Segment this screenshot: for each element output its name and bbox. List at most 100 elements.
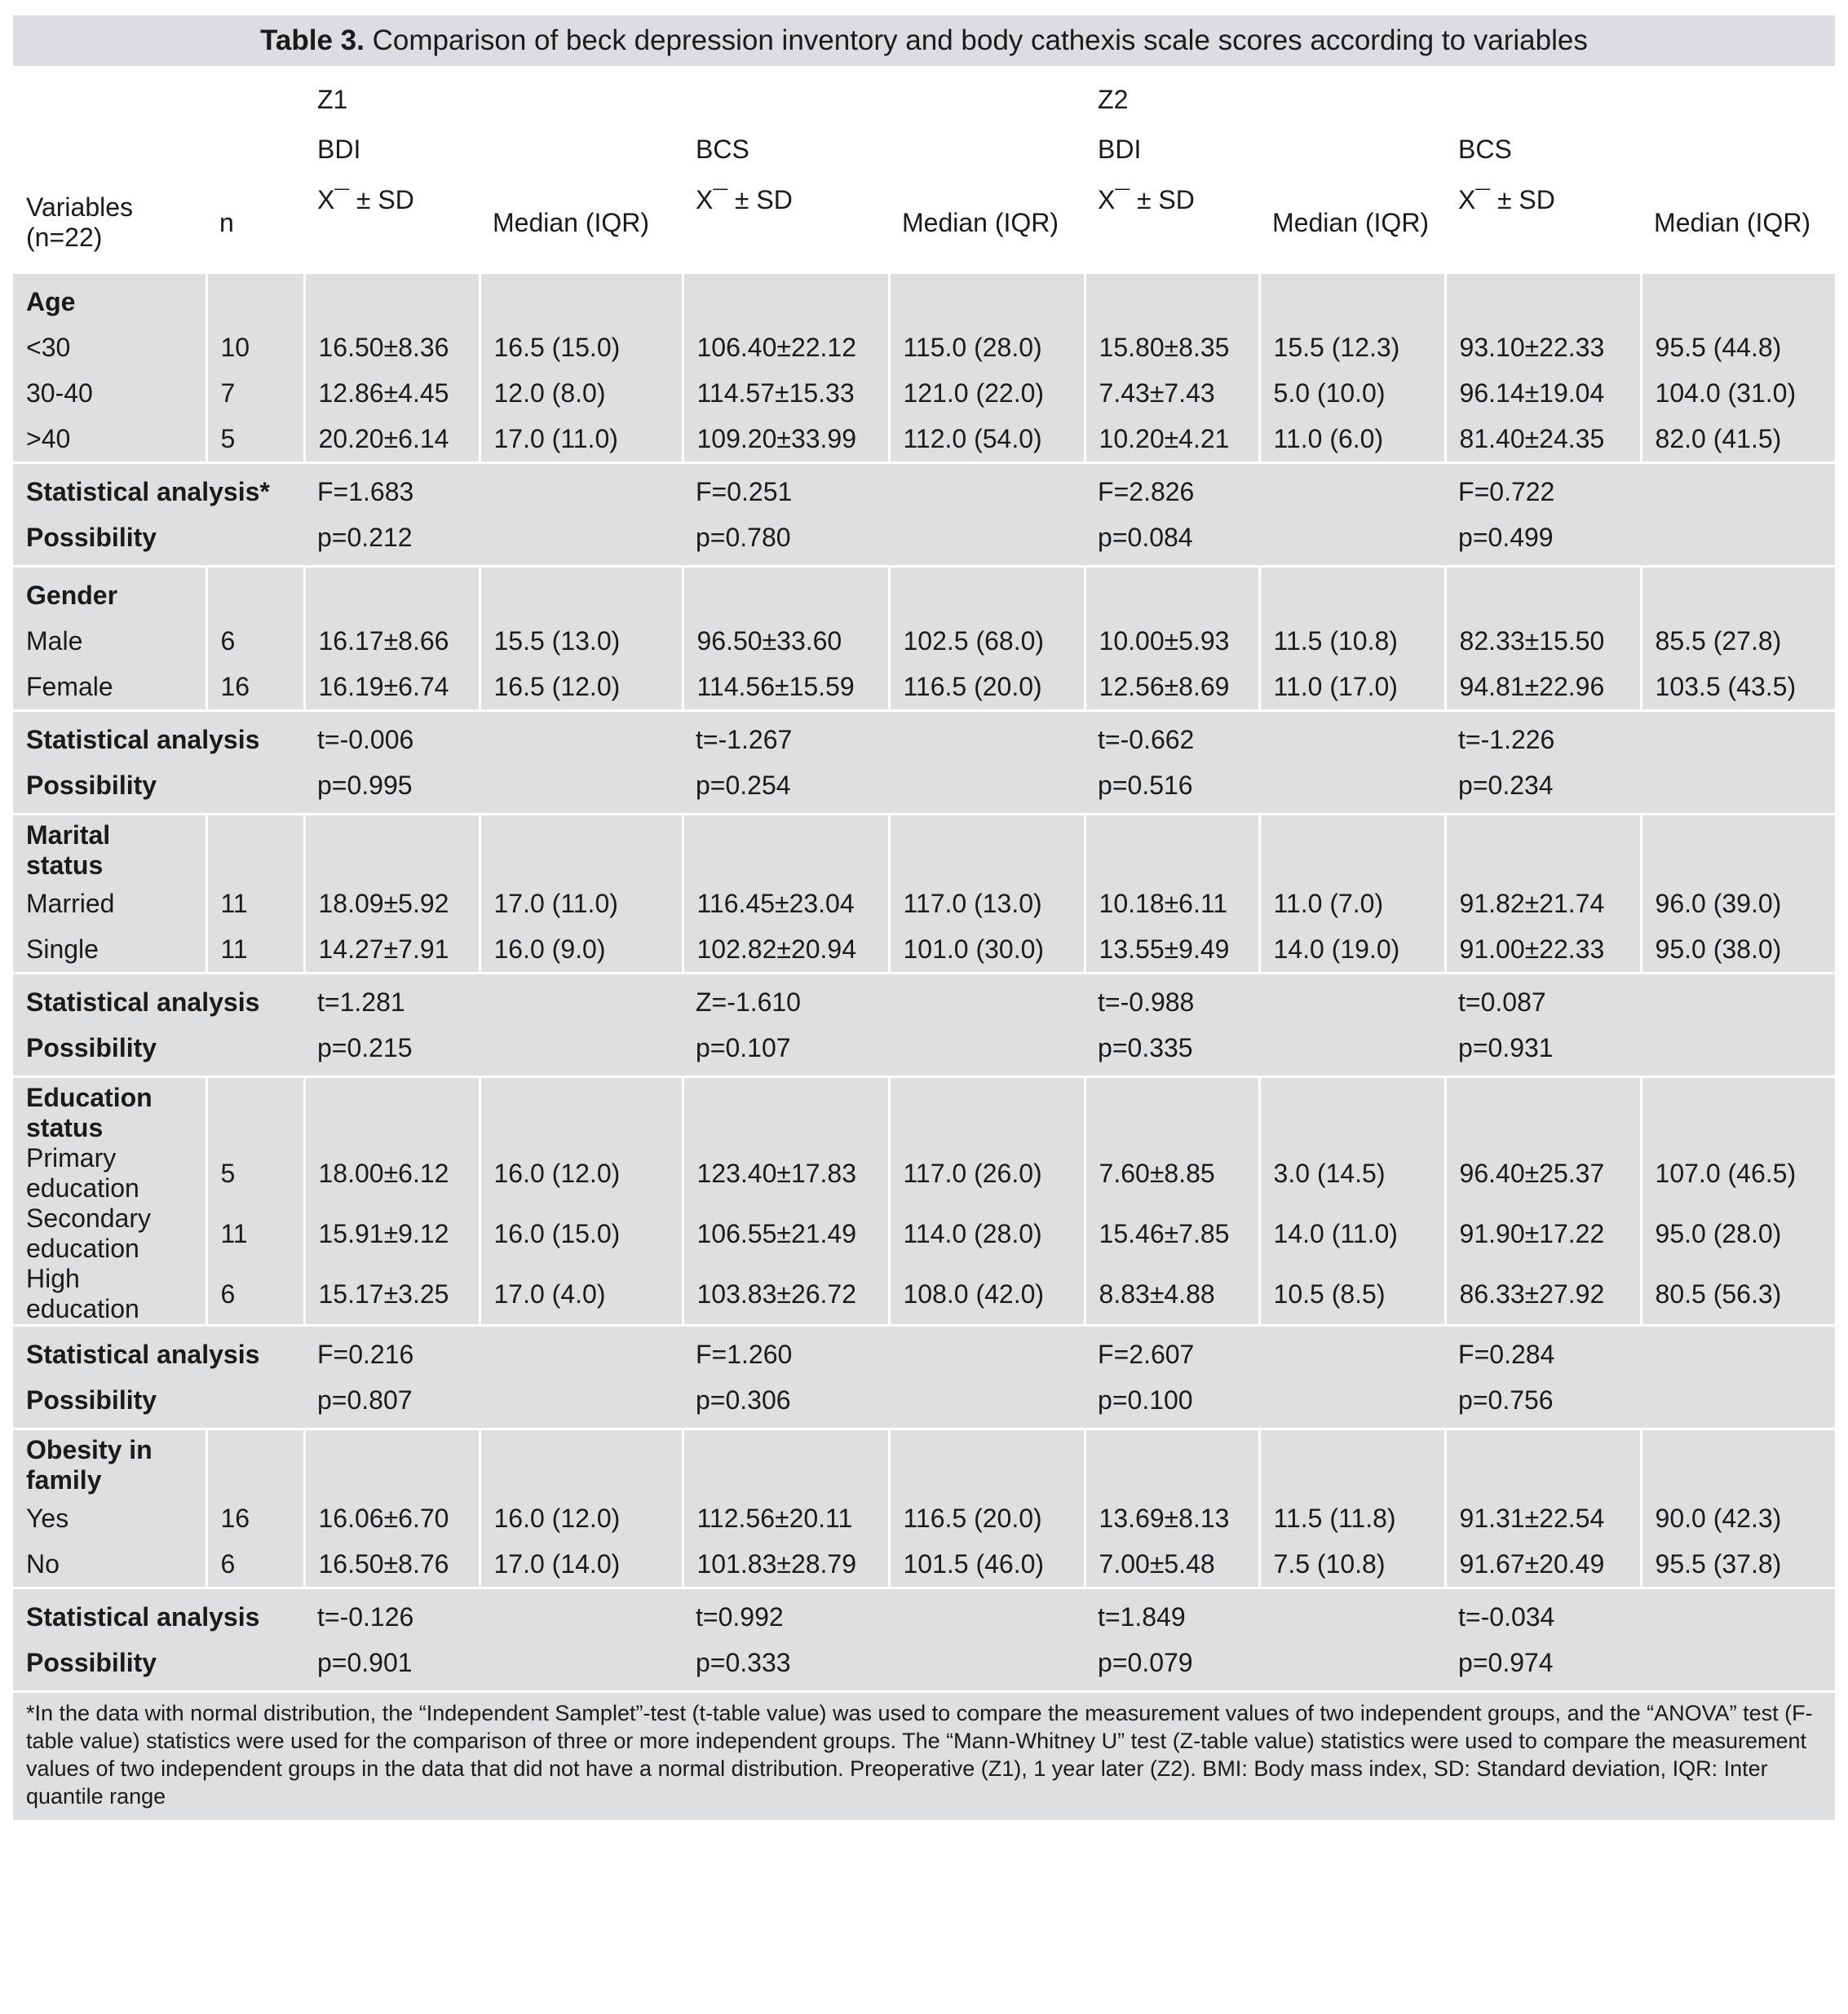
- value-cell: 95.0 (28.0): [1639, 1204, 1836, 1264]
- possibility-value: p=0.306: [683, 1377, 1085, 1429]
- value-cell: 90.0 (42.3): [1639, 1495, 1836, 1541]
- empty-cell: [1639, 272, 1836, 325]
- stats-row: Statistical analysis F=0.216 F=1.260 F=2.60…: [13, 1324, 1836, 1377]
- n-cell: 16: [205, 1495, 304, 1541]
- stats-row: Statistical analysis t=1.281 Z=-1.610 t=-0.…: [13, 972, 1836, 1025]
- column-header: X¯ ± SD: [1085, 174, 1260, 273]
- empty-cell: [478, 565, 683, 618]
- value-cell: 15.80±8.35: [1083, 325, 1260, 370]
- empty-cell: [1258, 1428, 1446, 1495]
- table-header: Z1 Z2 BDI BCS BDI BCS Variables (n=22) n X¯ ± SD…: [13, 66, 1836, 273]
- n-cell: 6: [205, 1541, 304, 1588]
- value-cell: 3.0 (14.5): [1258, 1143, 1446, 1204]
- possibility-label: Possibility: [13, 1377, 304, 1429]
- possibility-value: p=0.901: [304, 1640, 683, 1690]
- stats-value: t=1.849: [1085, 1587, 1446, 1640]
- n-cell: 5: [205, 416, 304, 463]
- row-label: No: [13, 1541, 206, 1588]
- n-cell: 6: [205, 618, 304, 664]
- header-empty: [13, 125, 304, 174]
- stats-value: t=-0.034: [1445, 1587, 1836, 1640]
- n-cell: 10: [205, 325, 304, 370]
- data-row: Primary education 5 18.00±6.12 16.0 (12.0) 1…: [13, 1143, 1836, 1204]
- empty-cell: [478, 272, 683, 325]
- value-cell: 7.00±5.48: [1083, 1541, 1260, 1588]
- value-cell: 91.67±20.49: [1443, 1541, 1642, 1588]
- table-figure: Table 3. Comparison of beck depression i…: [13, 15, 1836, 1820]
- value-cell: 16.50±8.76: [303, 1541, 480, 1588]
- value-cell: 13.55±9.49: [1083, 926, 1260, 974]
- possibility-value: p=0.254: [683, 762, 1085, 815]
- possibility-value: p=0.107: [683, 1025, 1085, 1077]
- group-label-row: Gender: [13, 565, 1836, 618]
- value-cell: 82.0 (41.5): [1639, 416, 1836, 463]
- n-cell: 11: [205, 926, 304, 974]
- value-cell: 104.0 (31.0): [1639, 370, 1836, 416]
- scale-header: BCS: [1445, 125, 1836, 174]
- row-label: Primary education: [13, 1143, 206, 1204]
- stats-value: F=2.607: [1085, 1324, 1446, 1377]
- empty-cell: [205, 1428, 304, 1495]
- stats-value: t=1.281: [304, 972, 683, 1025]
- value-cell: 116.5 (20.0): [887, 664, 1085, 711]
- row-label: Married: [13, 881, 206, 926]
- value-cell: 16.0 (12.0): [478, 1495, 683, 1541]
- value-cell: 17.0 (4.0): [478, 1264, 683, 1326]
- value-cell: 11.5 (10.8): [1258, 618, 1446, 664]
- header-row: Z1 Z2: [13, 66, 1836, 125]
- value-cell: 7.43±7.43: [1083, 370, 1260, 416]
- possibility-value: p=0.499: [1445, 515, 1836, 567]
- empty-cell: [1258, 1075, 1446, 1143]
- value-cell: 102.5 (68.0): [887, 618, 1085, 664]
- empty-cell: [205, 565, 304, 618]
- footnote: *In the data with normal distribution, t…: [13, 1690, 1835, 1820]
- n-cell: 16: [205, 664, 304, 711]
- row-label: Secondary education: [13, 1204, 206, 1264]
- value-cell: 81.40±24.35: [1443, 416, 1642, 463]
- stats-value: F=0.251: [683, 462, 1085, 515]
- possibility-value: p=0.974: [1445, 1640, 1836, 1690]
- possibility-value: p=0.212: [304, 515, 683, 567]
- stats-value: t=-0.662: [1085, 709, 1446, 762]
- value-cell: 11.0 (17.0): [1258, 664, 1446, 711]
- value-cell: 15.5 (13.0): [478, 618, 683, 664]
- value-cell: 16.0 (12.0): [478, 1143, 683, 1204]
- stats-value: t=0.992: [683, 1587, 1085, 1640]
- stats-block: Statistical analysis t=-0.006 t=-1.267 t=-0…: [13, 709, 1836, 815]
- header-row: BDI BCS BDI BCS: [13, 125, 1836, 174]
- data-row: Male 6 16.17±8.66 15.5 (13.0) 96.50±33.60 102…: [13, 618, 1836, 664]
- stats-value: t=0.087: [1445, 972, 1836, 1025]
- table-title: Table 3. Comparison of beck depression i…: [13, 15, 1835, 66]
- possibility-value: p=0.756: [1445, 1377, 1836, 1429]
- group-block: Gender Male 6 16.17±8.66 15.5 (13.0) 96.50±33…: [13, 565, 1836, 711]
- data-row: Single 11 14.27±7.91 16.0 (9.0) 102.82±20.94…: [13, 926, 1836, 974]
- stats-row: Statistical analysis* F=1.683 F=0.251 F=2.8…: [13, 462, 1836, 515]
- empty-cell: [1083, 813, 1260, 881]
- value-cell: 91.90±17.22: [1443, 1204, 1642, 1264]
- value-cell: 12.86±4.45: [303, 370, 480, 416]
- value-cell: 117.0 (13.0): [887, 881, 1085, 926]
- empty-cell: [303, 813, 480, 881]
- value-cell: 14.0 (19.0): [1258, 926, 1446, 974]
- empty-cell: [478, 1428, 683, 1495]
- value-cell: 94.81±22.96: [1443, 664, 1642, 711]
- value-cell: 82.33±15.50: [1443, 618, 1642, 664]
- data-row: Yes 16 16.06±6.70 16.0 (12.0) 112.56±20.11 11…: [13, 1495, 1836, 1541]
- possibility-row: Possibility p=0.212 p=0.780 p=0.084 p=0.499: [13, 515, 1836, 567]
- value-cell: 10.5 (8.5): [1258, 1264, 1446, 1326]
- value-cell: 85.5 (27.8): [1639, 618, 1836, 664]
- empty-cell: [1639, 813, 1836, 881]
- value-cell: 103.83±26.72: [681, 1264, 889, 1326]
- empty-cell: [1639, 1075, 1836, 1143]
- stats-value: t=-1.226: [1445, 709, 1836, 762]
- empty-cell: [1083, 272, 1260, 325]
- value-cell: 91.31±22.54: [1443, 1495, 1642, 1541]
- stats-value: F=1.260: [683, 1324, 1085, 1377]
- n-cell: 6: [205, 1264, 304, 1326]
- column-header: X¯ ± SD: [304, 174, 480, 273]
- value-cell: 5.0 (10.0): [1258, 370, 1446, 416]
- value-cell: 17.0 (11.0): [478, 416, 683, 463]
- possibility-label: Possibility: [13, 515, 304, 567]
- data-row: >40 5 20.20±6.14 17.0 (11.0) 109.20±33.99 112…: [13, 416, 1836, 463]
- data-table: Z1 Z2 BDI BCS BDI BCS Variables (n=22) n X¯ ± SD…: [13, 66, 1836, 1690]
